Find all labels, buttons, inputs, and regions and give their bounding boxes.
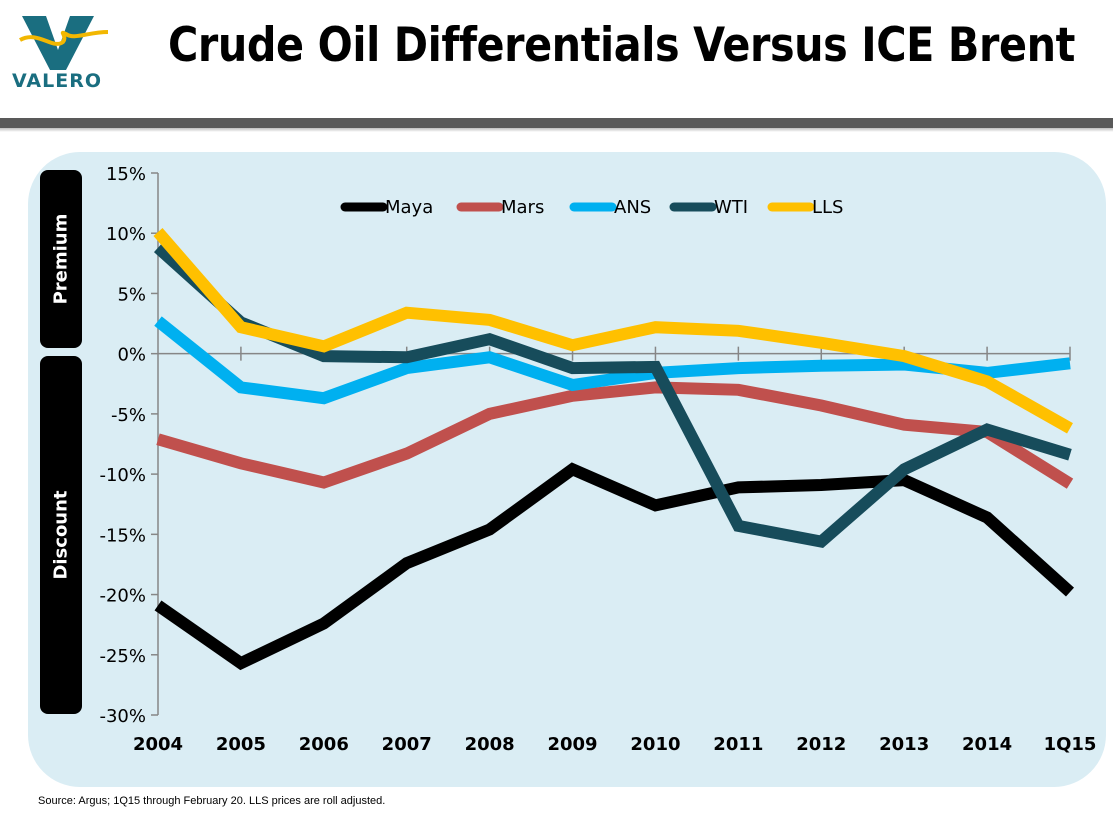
y-tick-label: -25%	[99, 646, 146, 667]
page-title: Crude Oil Differentials Versus ICE Brent	[168, 18, 1075, 73]
logo-v-shape	[22, 16, 94, 70]
y-tick-label: -10%	[99, 465, 146, 486]
discount-label-box: Discount	[40, 356, 82, 714]
x-tick-label: 2012	[796, 734, 846, 755]
header-divider	[0, 118, 1113, 128]
valero-logo: VALERO	[12, 16, 109, 90]
x-tick-label: 2011	[713, 734, 763, 755]
source-footnote: Source: Argus; 1Q15 through February 20.…	[38, 795, 386, 807]
x-tick-label: 2006	[299, 734, 349, 755]
x-tick-label: 2013	[879, 734, 929, 755]
premium-label-box: Premium	[40, 170, 82, 348]
y-tick-label: -30%	[99, 706, 146, 727]
x-tick-label: 1Q15	[1044, 734, 1097, 755]
series-line-wti	[153, 243, 1072, 549]
y-tick-label: 10%	[106, 224, 146, 245]
y-tick-label: -5%	[111, 405, 146, 426]
x-tick-label: 2010	[630, 734, 680, 755]
x-tick-label: 2008	[465, 734, 515, 755]
x-tick-label: 2014	[962, 734, 1012, 755]
x-tick-label: 2007	[382, 734, 432, 755]
legend: Maya Mars ANS WTI LLS	[340, 197, 843, 218]
x-tick-label: 2004	[133, 734, 183, 755]
legend-label-lls: LLS	[812, 197, 843, 218]
y-tick-label: -20%	[99, 586, 146, 607]
y-tick-label: -15%	[99, 525, 146, 546]
legend-label-wti: WTI	[714, 197, 748, 218]
x-tick-label: 2005	[216, 734, 266, 755]
legend-label-mars: Mars	[501, 197, 544, 218]
series-line-lls	[153, 228, 1073, 434]
y-tick-label: 0%	[117, 345, 146, 366]
legend-label-ans: ANS	[614, 197, 651, 218]
series-line-maya	[154, 462, 1075, 671]
y-tick-label: 15%	[106, 164, 146, 185]
axes: 15% 10% 5% 0% -5% -10% -15% -20% -25% -30% 2004 200…	[99, 164, 1096, 755]
logo-text: VALERO	[12, 70, 102, 90]
logo-swoosh	[19, 30, 109, 46]
series-line-mars	[156, 381, 1074, 489]
header-divider-shadow	[0, 128, 1113, 132]
legend-label-maya: Maya	[385, 197, 433, 218]
y-tick-label: 5%	[117, 284, 146, 305]
series-lines	[153, 228, 1075, 671]
x-tick-label: 2009	[547, 734, 597, 755]
